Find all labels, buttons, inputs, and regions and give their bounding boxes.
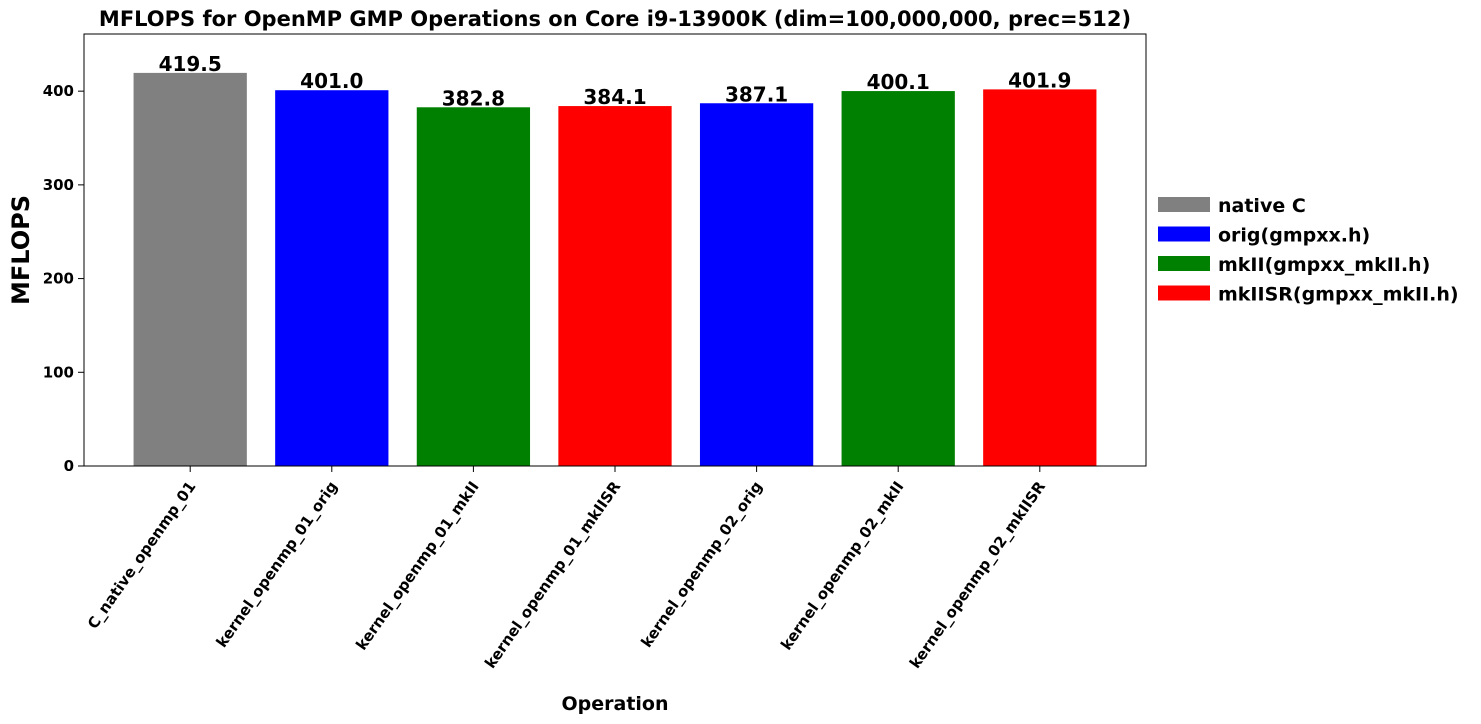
bar-value-label: 401.9 — [1008, 68, 1071, 92]
bar-value-label: 400.1 — [867, 70, 930, 94]
bar-value-label: 384.1 — [583, 85, 646, 109]
y-tick-label: 300 — [43, 176, 74, 194]
x-tick-label: kernel_openmp_02_orig — [637, 478, 766, 651]
x-tick-label: kernel_openmp_01_mkII — [352, 478, 482, 653]
bar — [133, 72, 247, 466]
plot-area: 419.5 C_native_openmp_01 401.0 kernel_openm… — [43, 33, 1147, 672]
legend-label: orig(gmpxx.h) — [1218, 225, 1370, 247]
x-tick-label: C_native_openmp_01 — [84, 478, 200, 632]
legend-label: native C — [1218, 195, 1306, 217]
x-tick-label: kernel_openmp_02_mkII — [777, 478, 907, 653]
x-tick-label: kernel_openmp_01_mkIISR — [481, 478, 624, 672]
legend-label: mkIISR(gmpxx_mkII.h) — [1218, 284, 1459, 306]
bar — [841, 91, 955, 467]
legend-label: mkII(gmpxx_mkII.h) — [1218, 254, 1430, 276]
plot-frame — [83, 33, 1147, 467]
y-axis-label: MFLOPS — [7, 195, 35, 305]
chart-title: MFLOPS for OpenMP GMP Operations on Core… — [99, 7, 1131, 31]
bar — [558, 106, 672, 466]
x-axis-label: Operation — [561, 693, 668, 715]
legend-swatch — [1158, 197, 1210, 212]
x-tick-label: kernel_openmp_01_orig — [213, 478, 342, 651]
y-tick-label: 0 — [64, 457, 74, 475]
bar-value-label: 382.8 — [442, 86, 505, 110]
bar — [983, 89, 1097, 467]
bar — [275, 90, 389, 467]
bar-value-label: 419.5 — [159, 52, 222, 76]
bar-value-label: 387.1 — [725, 82, 788, 106]
legend-swatch — [1158, 256, 1210, 271]
y-tick-label: 400 — [43, 82, 74, 100]
legend-swatch — [1158, 285, 1210, 301]
y-tick-label: 200 — [43, 270, 74, 288]
bar — [699, 103, 814, 466]
x-tick-label: kernel_openmp_02_mkIISR — [906, 478, 1049, 672]
y-tick-label: 100 — [43, 363, 74, 381]
bar-value-label: 401.0 — [300, 69, 363, 93]
bar — [416, 107, 531, 466]
legend-swatch — [1158, 226, 1210, 242]
legend: native C orig(gmpxx.h) mkII(gmpxx_mkII.h)m… — [1158, 195, 1459, 306]
